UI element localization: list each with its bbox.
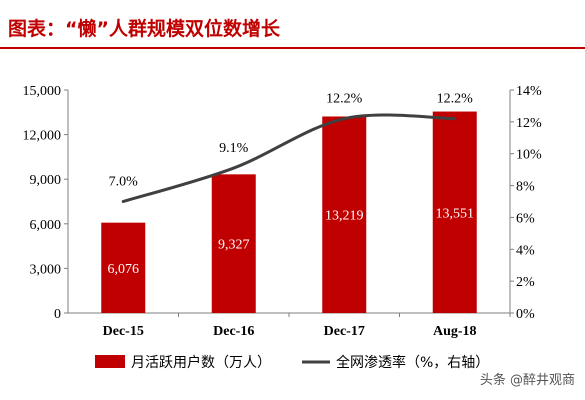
y-right-tick-label: 6% bbox=[516, 211, 535, 226]
line-data-label: 12.2% bbox=[326, 92, 363, 107]
bar bbox=[211, 174, 256, 313]
bar-data-label: 9,327 bbox=[218, 238, 250, 253]
y-right-tick-label: 8% bbox=[516, 180, 535, 195]
page-title: 图表：“懒”人群规模双位数增长 bbox=[8, 18, 280, 40]
line-data-label: 9.1% bbox=[219, 141, 249, 156]
line-point bbox=[342, 117, 346, 121]
watermark: 头条 @醉井观商 bbox=[479, 373, 575, 388]
penetration-line bbox=[122, 113, 455, 203]
y-right-tick-label: 14% bbox=[516, 84, 542, 99]
y-right-tick-label: 4% bbox=[516, 243, 535, 258]
line-point bbox=[232, 166, 236, 170]
legend-bar-swatch bbox=[95, 355, 125, 368]
line-data-label: 7.0% bbox=[109, 175, 139, 190]
title-bar: 图表：“懒”人群规模双位数增长 bbox=[0, 0, 585, 50]
x-tick-label: Aug-18 bbox=[433, 324, 477, 339]
bar-data-label: 13,551 bbox=[436, 206, 475, 221]
x-tick-label: Dec-16 bbox=[213, 324, 254, 339]
bar-data-label: 13,219 bbox=[325, 209, 364, 224]
line-point bbox=[453, 117, 457, 121]
legend-bar-label: 月活跃用户数（万人） bbox=[131, 354, 271, 371]
y-right-tick-label: 10% bbox=[516, 148, 542, 163]
y-left-tick-label: 6,000 bbox=[30, 218, 62, 233]
legend-line-label: 全网渗透率（%，右轴） bbox=[336, 354, 489, 371]
line-point bbox=[121, 200, 125, 203]
y-left-tick-label: 12,000 bbox=[23, 129, 62, 144]
x-tick-label: Dec-17 bbox=[324, 324, 365, 339]
chart: 0 3,000 6,000 9,000 12,000 15,000 0% 2% 4% 6% 8% 10… bbox=[23, 84, 543, 371]
y-left-tick-label: 3,000 bbox=[30, 262, 62, 277]
y-left-tick-label: 9,000 bbox=[30, 173, 62, 188]
bar bbox=[432, 111, 477, 313]
bar-data-label: 6,076 bbox=[108, 262, 140, 277]
y-right-tick-label: 2% bbox=[516, 275, 535, 290]
bar bbox=[101, 222, 146, 313]
line-data-label: 12.2% bbox=[437, 92, 474, 107]
bar bbox=[322, 116, 367, 313]
title-divider bbox=[0, 47, 585, 49]
y-left-tick-label: 15,000 bbox=[23, 84, 62, 99]
y-right-tick-label: 12% bbox=[516, 116, 542, 131]
x-tick-label: Dec-15 bbox=[103, 324, 144, 339]
y-right-tick-label: 0% bbox=[516, 307, 535, 322]
y-left-tick-label: 0 bbox=[54, 307, 61, 322]
